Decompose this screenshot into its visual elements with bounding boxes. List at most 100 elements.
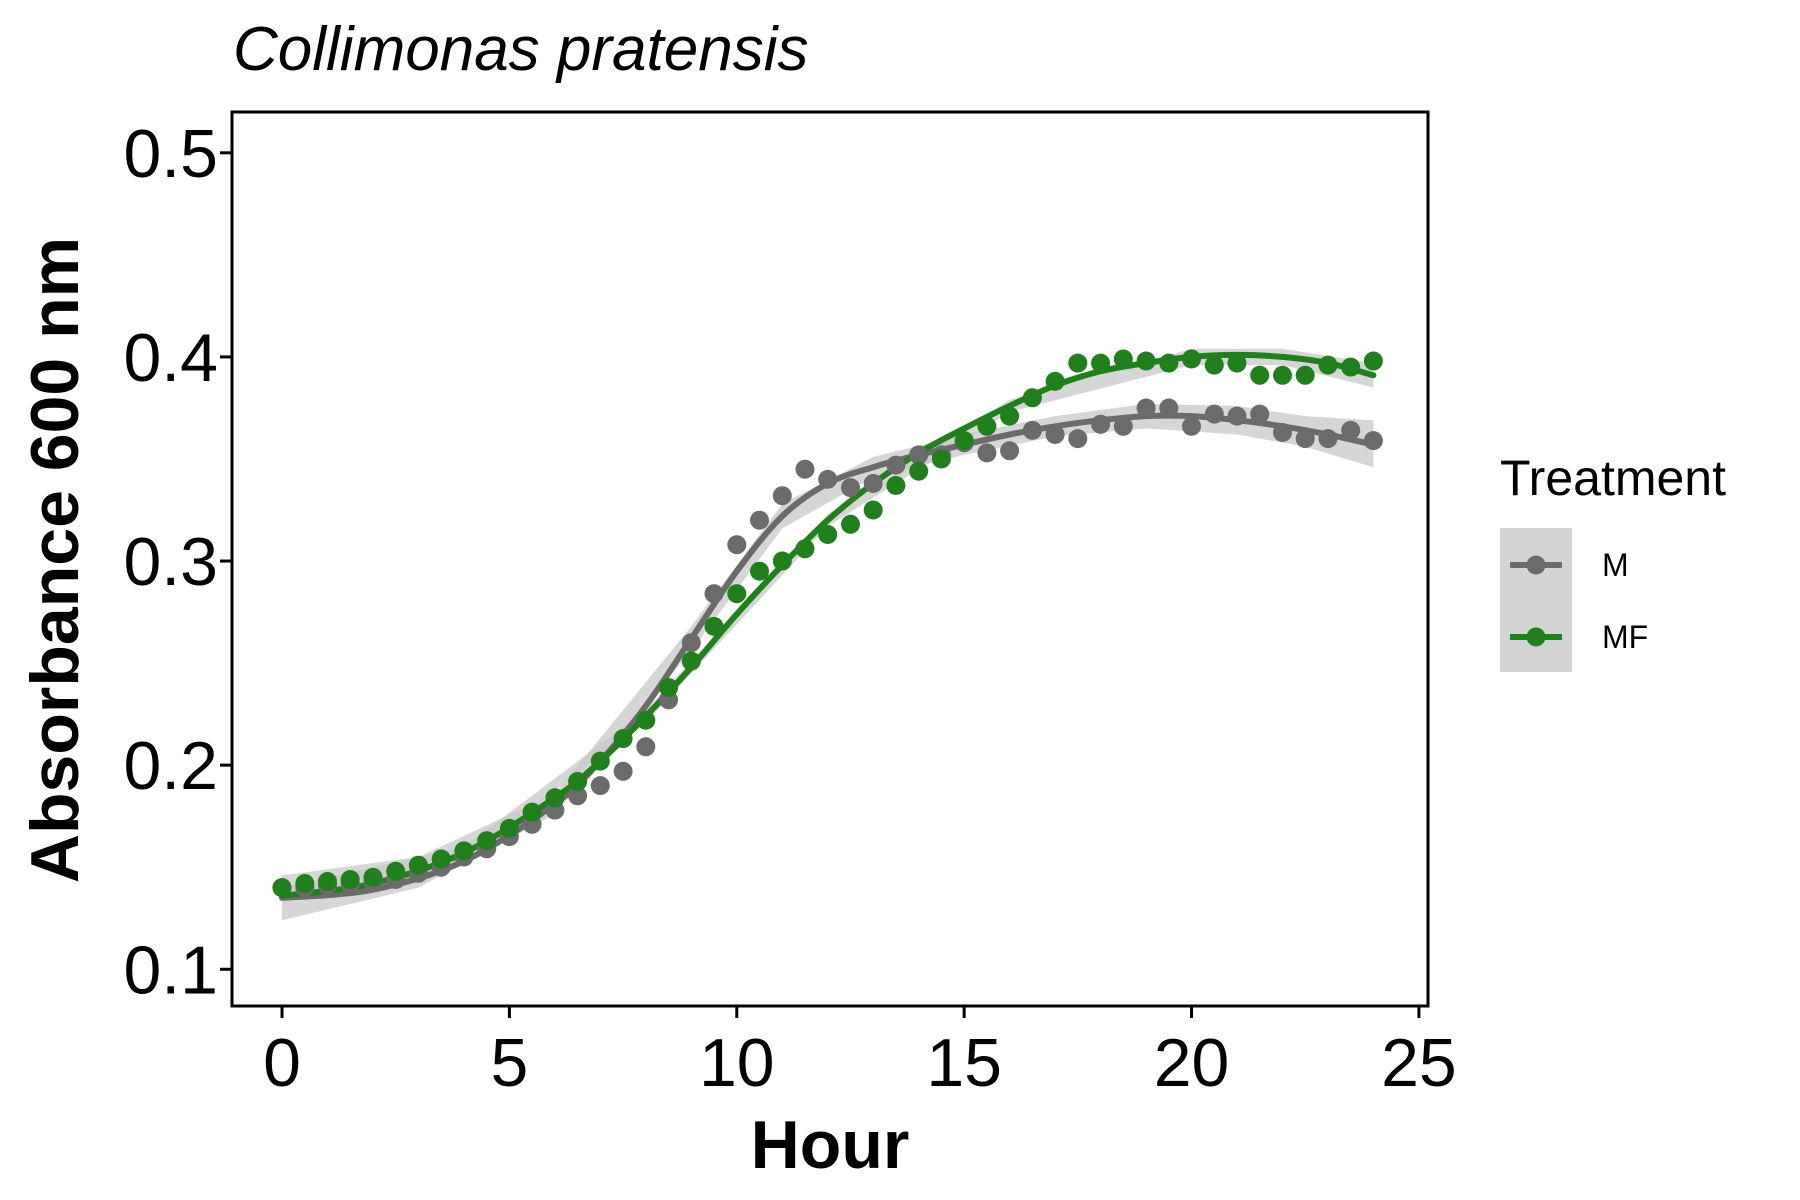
data-point-mf	[1022, 388, 1042, 408]
data-point-m	[1295, 429, 1315, 449]
x-tick-label: 0	[263, 1025, 301, 1101]
x-tick-label: 15	[926, 1025, 1002, 1101]
legend-label-m: M	[1602, 547, 1629, 583]
data-point-mf	[295, 874, 315, 893]
data-point-m	[613, 761, 633, 781]
data-point-mf	[1159, 353, 1179, 373]
y-tick-label: 0.3	[123, 524, 218, 600]
data-point-mf	[1273, 365, 1292, 385]
data-point-mf	[272, 878, 292, 898]
fit-line-mf	[279, 351, 1377, 899]
data-point-mf	[1250, 365, 1270, 385]
data-point-m	[1022, 420, 1042, 440]
data-point-mf	[727, 584, 747, 604]
data-point-mf	[977, 416, 997, 436]
data-point-mf	[1113, 349, 1133, 369]
data-point-m	[1341, 420, 1361, 440]
data-point-mf	[477, 831, 497, 851]
data-point-m	[1363, 431, 1383, 451]
data-point-mf	[681, 651, 701, 671]
data-point-mf	[750, 561, 769, 581]
plot-panel	[230, 110, 1430, 1008]
data-point-m	[681, 633, 701, 653]
data-point-mf	[454, 841, 474, 861]
data-point-m	[795, 459, 815, 479]
data-points	[272, 349, 1383, 898]
data-point-mf	[408, 855, 428, 875]
data-point-mf	[318, 872, 337, 891]
data-point-mf	[568, 772, 588, 791]
data-point-m	[1204, 404, 1224, 424]
x-tick-label: 10	[699, 1025, 775, 1101]
data-point-mf	[1318, 355, 1338, 375]
data-point-mf	[636, 710, 656, 730]
data-point-m	[863, 474, 883, 493]
data-point-mf	[363, 867, 383, 887]
data-point-mf	[1136, 351, 1156, 371]
data-point-m	[1250, 404, 1270, 424]
data-point-mf	[704, 616, 724, 636]
data-point-mf	[1341, 357, 1361, 377]
data-point-mf	[545, 788, 565, 808]
data-point-mf	[1227, 353, 1247, 373]
data-point-m	[1159, 398, 1179, 418]
data-point-m	[636, 737, 656, 757]
data-point-mf	[1068, 353, 1088, 373]
data-point-mf	[1204, 355, 1224, 375]
legend: Treatment M MF	[1500, 450, 1726, 672]
x-tick-label: 5	[490, 1025, 528, 1101]
y-tick-label: 0.5	[123, 116, 218, 192]
data-point-mf	[613, 729, 633, 749]
data-point-mf	[659, 678, 679, 698]
data-point-mf	[1295, 365, 1315, 385]
data-point-mf	[954, 431, 974, 451]
data-point-mf	[931, 449, 951, 469]
y-tick-label: 0.4	[123, 320, 218, 396]
data-point-mf	[386, 861, 406, 881]
data-point-m	[886, 455, 906, 475]
data-point-m	[1182, 416, 1201, 436]
y-axis-title: Absorbance 600 nm	[17, 237, 93, 883]
data-point-mf	[522, 802, 542, 822]
legend-label-mf: MF	[1602, 619, 1648, 655]
data-point-m	[727, 535, 747, 555]
data-point-m	[750, 510, 769, 530]
data-point-m	[704, 584, 724, 604]
y-axis-ticks: 0.1 0.2 0.3 0.4 0.5	[123, 116, 232, 1008]
data-point-mf	[772, 551, 792, 571]
data-point-m	[590, 776, 610, 796]
data-point-mf	[1091, 353, 1111, 373]
legend-key-background	[1500, 528, 1572, 672]
data-point-mf	[909, 461, 929, 481]
data-point-mf	[1363, 351, 1383, 371]
data-point-m	[1318, 429, 1338, 449]
data-point-mf	[841, 514, 860, 534]
data-point-mf	[1000, 406, 1020, 426]
data-point-m	[909, 445, 929, 465]
x-axis-title: Hour	[751, 1107, 910, 1183]
data-point-m	[1091, 414, 1111, 434]
confidence-bands	[282, 348, 1374, 921]
data-point-m	[977, 443, 997, 463]
data-point-m	[1000, 441, 1020, 461]
data-point-m	[841, 478, 860, 498]
data-point-m	[1113, 416, 1133, 436]
data-point-m	[772, 486, 792, 506]
data-point-m	[1227, 406, 1247, 426]
data-point-mf	[340, 870, 360, 889]
legend-title: Treatment	[1500, 450, 1726, 506]
legend-items: M MF	[1510, 547, 1648, 655]
legend-dot-mf	[1526, 627, 1546, 647]
data-point-m	[1068, 429, 1088, 449]
x-tick-label: 25	[1381, 1025, 1457, 1101]
data-point-mf	[818, 525, 838, 544]
fit-lines	[279, 351, 1377, 901]
legend-dot-m	[1526, 555, 1546, 575]
data-point-mf	[1045, 371, 1065, 391]
data-point-mf	[863, 500, 883, 520]
x-axis-ticks: 0 5 10 15 20 25	[263, 1006, 1457, 1101]
chart-title: Collimonas pratensis	[233, 15, 808, 84]
data-point-mf	[590, 751, 610, 771]
data-point-mf	[886, 476, 906, 495]
